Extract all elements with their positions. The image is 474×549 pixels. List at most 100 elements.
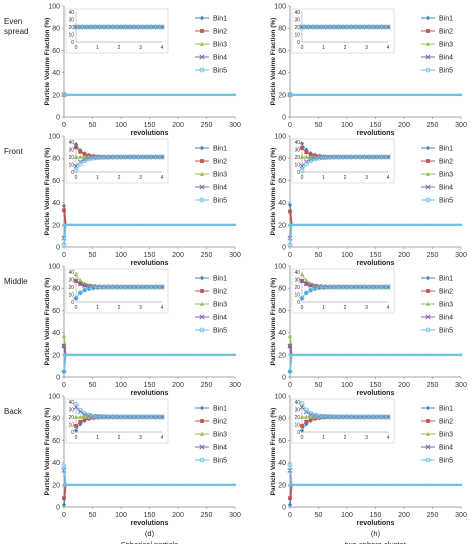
inset-y-tick-label: 0 (71, 430, 74, 436)
legend-label: Bin5 (213, 458, 227, 465)
series-point (357, 353, 360, 357)
series-point (226, 483, 230, 487)
inset-y-tick-label: 40 (294, 10, 300, 16)
series-start-point (288, 209, 292, 214)
y-tick-label: 0 (282, 505, 286, 512)
x-tick-label: 100 (115, 122, 127, 129)
inset-y-tick-label: 40 (68, 400, 74, 406)
series-line (63, 353, 235, 372)
series-point (418, 353, 422, 357)
series-point (391, 223, 394, 227)
inset-x-tick-label: 4 (387, 435, 390, 441)
series-point (96, 93, 100, 97)
series-point (176, 353, 180, 357)
series-point (80, 223, 84, 227)
series-start-point (287, 242, 293, 248)
series-point (384, 93, 388, 97)
inset-series-point (86, 412, 92, 418)
series-point (411, 93, 415, 97)
series-point (121, 353, 125, 357)
legend-marker (199, 67, 205, 73)
legend-marker (425, 457, 431, 463)
series-point (441, 93, 445, 97)
series-point (85, 223, 89, 227)
inset-series-point (304, 419, 309, 424)
series-point (386, 93, 390, 97)
inset-x-tick-label: 2 (344, 175, 347, 181)
series-point (457, 353, 461, 357)
series-point (302, 353, 305, 357)
series-point (420, 483, 424, 487)
series-point (407, 483, 410, 487)
inset-series-point (308, 410, 314, 416)
inset-series-point (77, 161, 83, 167)
inset-series-line (75, 286, 162, 299)
y-tick-label: 0 (282, 245, 286, 252)
inset-series-point (82, 156, 88, 163)
series-point (90, 483, 93, 487)
series-line (63, 205, 235, 226)
series-point (432, 353, 435, 357)
series-point (411, 223, 415, 227)
series-point (78, 93, 82, 97)
legend-marker (199, 41, 205, 46)
series-point (290, 483, 294, 487)
x-axis-label: revolutions (131, 390, 169, 397)
series-point (300, 93, 303, 97)
series-point (302, 93, 305, 97)
legend-label: Bin3 (439, 432, 453, 439)
x-tick-label: 250 (201, 382, 213, 389)
series-point (92, 93, 95, 97)
series-point (67, 223, 70, 227)
series-point (366, 353, 369, 357)
legend-marker (425, 67, 431, 73)
legend-label: Bin5 (439, 458, 453, 465)
series-point (185, 223, 189, 227)
series-point (96, 223, 100, 227)
inset-y-tick-label: 30 (68, 18, 74, 24)
y-tick-label: 100 (274, 264, 286, 271)
series-point (185, 353, 189, 357)
series-point (112, 223, 116, 227)
x-tick-label: 200 (172, 512, 184, 519)
series-point (101, 353, 105, 357)
series-point (142, 353, 146, 357)
series-point (311, 483, 315, 487)
legend-marker (199, 275, 205, 281)
y-tick-label: 100 (48, 4, 60, 11)
series-point (455, 353, 458, 357)
series-point (78, 483, 82, 487)
x-tick-label: 100 (341, 382, 353, 389)
series-point (167, 223, 171, 227)
legend-marker (425, 314, 431, 320)
inset-series-point (299, 428, 305, 433)
series-point (391, 353, 394, 357)
inset-series-point (303, 161, 309, 167)
series-point (393, 483, 397, 487)
series-point (459, 483, 463, 487)
series-point (318, 483, 321, 487)
series-point (76, 93, 79, 97)
series-point (393, 223, 397, 227)
series-point (327, 223, 331, 227)
x-tick-label: 150 (144, 122, 156, 129)
series-point (350, 353, 353, 357)
series-point (183, 353, 187, 357)
series-start-point (287, 369, 293, 374)
series-point (398, 483, 401, 487)
series-point (87, 223, 91, 227)
legend-label: Bin3 (439, 302, 453, 309)
legend-marker (425, 184, 431, 190)
series-point (327, 93, 331, 97)
inset-x-tick-label: 4 (161, 45, 164, 51)
series-point (69, 223, 73, 227)
series-point (215, 93, 219, 97)
y-tick-label: 80 (278, 156, 286, 163)
series-point (163, 483, 166, 487)
series-point (74, 353, 77, 357)
y-tick-label: 20 (52, 92, 60, 99)
series-point (393, 93, 397, 97)
